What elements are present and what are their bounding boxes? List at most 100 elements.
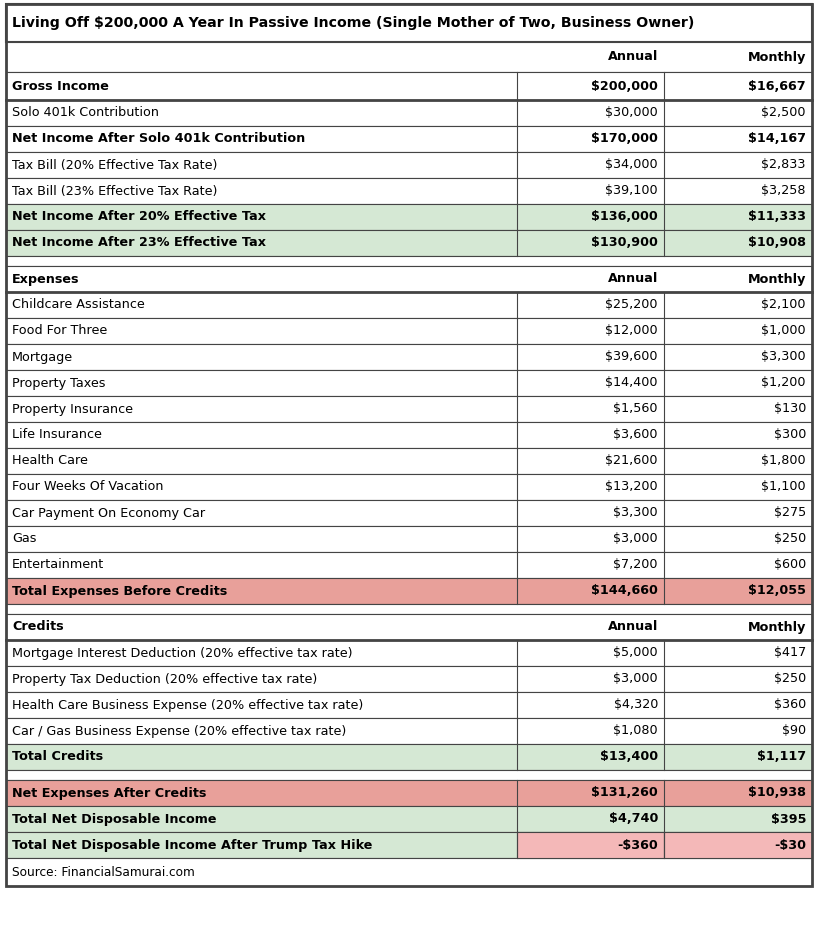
Text: $25,200: $25,200 xyxy=(605,299,658,311)
Bar xyxy=(6,770,812,780)
Text: $130,900: $130,900 xyxy=(591,237,658,249)
Text: $10,908: $10,908 xyxy=(748,237,806,249)
Text: Total Credits: Total Credits xyxy=(12,750,103,763)
Bar xyxy=(6,230,812,256)
Bar xyxy=(6,396,812,422)
Text: Four Weeks Of Vacation: Four Weeks Of Vacation xyxy=(12,480,164,494)
Text: Car / Gas Business Expense (20% effective tax rate): Car / Gas Business Expense (20% effectiv… xyxy=(12,725,346,738)
Text: $1,000: $1,000 xyxy=(762,324,806,337)
Text: Tax Bill (20% Effective Tax Rate): Tax Bill (20% Effective Tax Rate) xyxy=(12,159,218,171)
Text: $3,300: $3,300 xyxy=(614,507,658,520)
Text: Gross Income: Gross Income xyxy=(12,80,109,92)
Bar xyxy=(6,448,812,474)
Bar xyxy=(6,42,812,72)
Text: Solo 401k Contribution: Solo 401k Contribution xyxy=(12,106,159,119)
Text: $12,055: $12,055 xyxy=(748,585,806,598)
Bar xyxy=(6,500,812,526)
Bar xyxy=(6,4,812,42)
Bar xyxy=(6,422,812,448)
Text: $360: $360 xyxy=(774,698,806,712)
Text: $1,800: $1,800 xyxy=(762,455,806,467)
Text: Health Care: Health Care xyxy=(12,455,88,467)
Text: Total Net Disposable Income: Total Net Disposable Income xyxy=(12,812,217,825)
Text: $1,080: $1,080 xyxy=(614,725,658,738)
Text: $3,258: $3,258 xyxy=(762,184,806,197)
Text: $250: $250 xyxy=(774,532,806,545)
Bar xyxy=(6,692,812,718)
Text: Annual: Annual xyxy=(608,620,658,634)
Bar xyxy=(6,640,812,666)
Text: Health Care Business Expense (20% effective tax rate): Health Care Business Expense (20% effect… xyxy=(12,698,363,712)
Bar xyxy=(6,832,812,858)
Text: $600: $600 xyxy=(774,558,806,572)
Text: Net Income After 23% Effective Tax: Net Income After 23% Effective Tax xyxy=(12,237,266,249)
Text: Childcare Assistance: Childcare Assistance xyxy=(12,299,145,311)
Text: $3,000: $3,000 xyxy=(614,532,658,545)
Bar xyxy=(6,744,812,770)
Text: Monthly: Monthly xyxy=(748,51,806,64)
Text: $2,500: $2,500 xyxy=(762,106,806,119)
Text: $2,100: $2,100 xyxy=(762,299,806,311)
Bar xyxy=(6,100,812,126)
Text: $2,833: $2,833 xyxy=(762,159,806,171)
Text: $131,260: $131,260 xyxy=(591,787,658,800)
Text: $1,560: $1,560 xyxy=(614,402,658,415)
Text: Expenses: Expenses xyxy=(12,273,79,286)
Bar xyxy=(6,344,812,370)
Text: Food For Three: Food For Three xyxy=(12,324,107,337)
Bar xyxy=(517,832,664,858)
Bar xyxy=(6,526,812,552)
Text: $21,600: $21,600 xyxy=(605,455,658,467)
Text: $275: $275 xyxy=(774,507,806,520)
Bar xyxy=(6,256,812,266)
Text: $170,000: $170,000 xyxy=(591,133,658,146)
Text: $4,320: $4,320 xyxy=(614,698,658,712)
Bar xyxy=(6,370,812,396)
Text: Annual: Annual xyxy=(608,51,658,64)
Bar xyxy=(6,292,812,318)
Text: Monthly: Monthly xyxy=(748,273,806,286)
Bar xyxy=(6,178,812,204)
Bar xyxy=(6,552,812,578)
Text: Monthly: Monthly xyxy=(748,620,806,634)
Bar xyxy=(664,832,812,858)
Text: $34,000: $34,000 xyxy=(605,159,658,171)
Text: $14,167: $14,167 xyxy=(748,133,806,146)
Text: Gas: Gas xyxy=(12,532,37,545)
Text: $39,100: $39,100 xyxy=(605,184,658,197)
Text: $144,660: $144,660 xyxy=(591,585,658,598)
Text: Net Income After Solo 401k Contribution: Net Income After Solo 401k Contribution xyxy=(12,133,305,146)
Text: $4,740: $4,740 xyxy=(609,812,658,825)
Text: Tax Bill (23% Effective Tax Rate): Tax Bill (23% Effective Tax Rate) xyxy=(12,184,218,197)
Bar xyxy=(6,806,812,832)
Text: $7,200: $7,200 xyxy=(614,558,658,572)
Text: Mortgage: Mortgage xyxy=(12,351,73,364)
Bar xyxy=(6,858,812,886)
Text: Net Expenses After Credits: Net Expenses After Credits xyxy=(12,787,206,800)
Text: $300: $300 xyxy=(774,429,806,442)
Text: Total Net Disposable Income After Trump Tax Hike: Total Net Disposable Income After Trump … xyxy=(12,838,372,852)
Text: $13,200: $13,200 xyxy=(605,480,658,494)
Text: $16,667: $16,667 xyxy=(748,80,806,92)
Text: $3,000: $3,000 xyxy=(614,672,658,685)
Text: $14,400: $14,400 xyxy=(605,377,658,389)
Text: $10,938: $10,938 xyxy=(748,787,806,800)
Text: -$30: -$30 xyxy=(774,838,806,852)
Bar xyxy=(6,578,812,604)
Text: $90: $90 xyxy=(782,725,806,738)
Bar xyxy=(6,614,812,640)
Text: Property Tax Deduction (20% effective tax rate): Property Tax Deduction (20% effective ta… xyxy=(12,672,317,685)
Text: Entertainment: Entertainment xyxy=(12,558,104,572)
Bar xyxy=(6,126,812,152)
Text: $395: $395 xyxy=(771,812,806,825)
Text: $3,300: $3,300 xyxy=(762,351,806,364)
Text: $130: $130 xyxy=(774,402,806,415)
Text: $3,600: $3,600 xyxy=(614,429,658,442)
Bar xyxy=(6,718,812,744)
Text: $136,000: $136,000 xyxy=(591,211,658,224)
Text: Source: FinancialSamurai.com: Source: FinancialSamurai.com xyxy=(12,866,195,879)
Text: Mortgage Interest Deduction (20% effective tax rate): Mortgage Interest Deduction (20% effecti… xyxy=(12,647,353,660)
Text: Living Off $200,000 A Year In Passive Income (Single Mother of Two, Business Own: Living Off $200,000 A Year In Passive In… xyxy=(12,16,694,30)
Bar xyxy=(6,780,812,806)
Text: $200,000: $200,000 xyxy=(591,80,658,92)
